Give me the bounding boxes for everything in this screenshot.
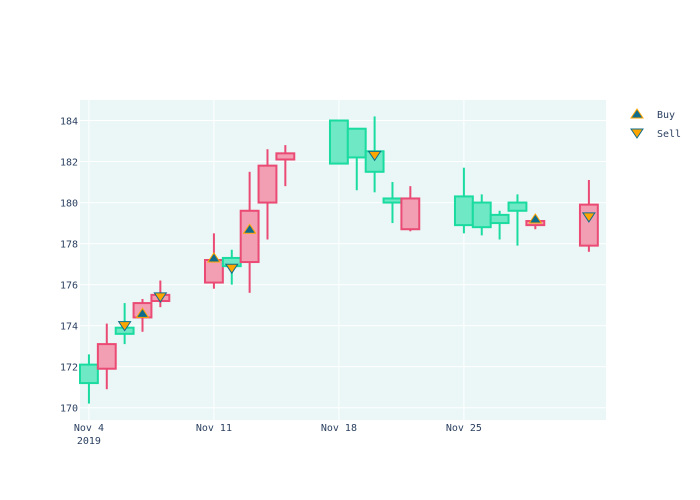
candle-increasing — [489, 210, 510, 240]
candle-decreasing — [203, 233, 224, 289]
candle-body — [275, 152, 296, 161]
x-tick-label: Nov 25 — [446, 423, 482, 434]
legend-label: Sell — [657, 129, 681, 140]
sell-marker — [153, 292, 168, 303]
x-axis: Nov 4 2019 Nov 11 Nov 18 Nov 25 — [74, 423, 482, 447]
buy-marker — [242, 223, 257, 234]
legend-sell-icon — [630, 128, 644, 139]
legend-item-buy[interactable]: Buy — [630, 108, 675, 121]
candle-body — [328, 119, 349, 165]
candle-increasing — [471, 194, 492, 236]
candle-body — [346, 127, 367, 159]
buy-marker — [528, 213, 543, 224]
candle-increasing — [79, 354, 99, 404]
buy-marker — [135, 307, 150, 318]
candle-body — [471, 201, 492, 229]
y-tick-label: 184 — [60, 117, 78, 128]
candle-body — [489, 213, 510, 225]
y-tick-label: 176 — [60, 281, 78, 292]
y-tick-label: 182 — [60, 158, 78, 169]
buy-marker — [206, 252, 221, 263]
y-tick-label: 180 — [60, 199, 78, 210]
candle-body — [507, 201, 528, 212]
sell-marker — [117, 321, 132, 332]
candle-increasing — [346, 127, 367, 191]
candles — [79, 116, 599, 404]
x-tick-label: Nov 4 — [74, 423, 104, 434]
candle-body — [79, 363, 99, 385]
trade-markers — [117, 150, 596, 332]
y-axis: 170 172 174 176 178 180 182 184 — [60, 117, 78, 415]
candle-decreasing — [275, 145, 296, 187]
legend[interactable]: Buy Sell — [630, 108, 681, 140]
candle-decreasing — [239, 171, 260, 293]
y-tick-label: 170 — [60, 404, 78, 415]
candle-body — [453, 195, 474, 227]
y-tick-label: 178 — [60, 240, 78, 251]
x-tick-sublabel: 2019 — [77, 436, 101, 447]
candle-body — [257, 164, 278, 204]
candle-decreasing — [96, 323, 117, 390]
legend-label: Buy — [657, 110, 675, 121]
candle-increasing — [507, 194, 528, 246]
candle-increasing — [453, 167, 474, 234]
candle-body — [382, 197, 403, 204]
legend-item-sell[interactable]: Sell — [630, 128, 681, 140]
candle-body — [96, 343, 117, 370]
y-tick-label: 174 — [60, 322, 78, 333]
x-tick-label: Nov 11 — [196, 423, 232, 434]
candle-body — [400, 197, 421, 231]
y-tick-label: 172 — [60, 363, 78, 374]
candle-body — [578, 203, 599, 247]
candle-decreasing — [257, 149, 278, 240]
candle-increasing — [328, 119, 349, 165]
x-tick-label: Nov 18 — [321, 423, 357, 434]
legend-buy-icon — [630, 108, 644, 119]
candle-body — [239, 209, 260, 264]
candle-body — [203, 259, 224, 284]
sell-marker — [367, 150, 382, 162]
sell-marker — [224, 263, 239, 275]
sell-marker — [581, 212, 596, 223]
candle-decreasing — [400, 186, 421, 232]
